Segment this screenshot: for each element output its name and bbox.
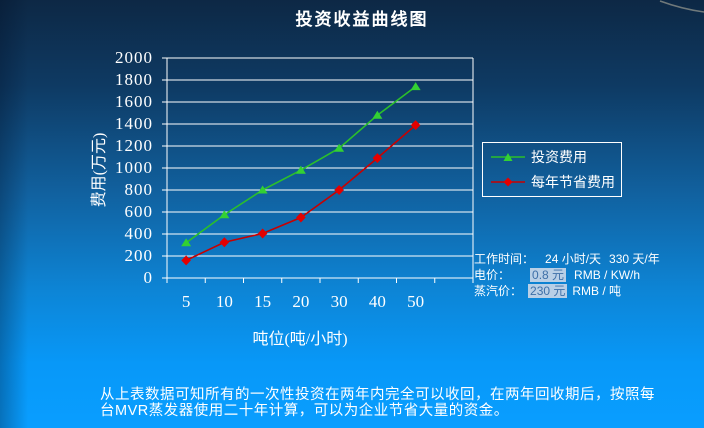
y-axis-tick-label: 200	[124, 246, 153, 265]
triangle-data-marker	[219, 210, 230, 219]
triangle-data-marker	[257, 185, 268, 194]
work-time-days: 330 天/年	[609, 252, 660, 266]
y-axis-tick-label: 1000	[115, 158, 153, 177]
x-axis-tick-label: 5	[181, 292, 191, 311]
x-axis-tick-label: 20	[292, 292, 310, 311]
info-row-electricity: 电价： 0.8 元 RMB / KW/h	[474, 267, 704, 283]
slide-title: 投资收益曲线图	[295, 10, 429, 29]
triangle-data-marker	[372, 110, 383, 119]
y-axis-tick-label: 1800	[115, 70, 153, 89]
x-axis-tick-label: 15	[254, 292, 272, 311]
triangle-data-marker	[295, 165, 306, 174]
diamond-data-marker	[219, 237, 230, 248]
legend-label: 每年节省费用	[531, 174, 615, 190]
diamond-data-marker	[372, 153, 383, 164]
legend-diamond-marker-icon	[491, 177, 525, 187]
y-axis-tick-label: 0	[143, 268, 153, 287]
info-panel: 工作时间： 24 小时/天 330 天/年 电价： 0.8 元 RMB / KW/h 蒸…	[474, 251, 704, 299]
diamond-data-marker	[334, 185, 344, 195]
steam-unit: RMB / 吨	[572, 284, 622, 298]
diamond-data-marker	[257, 228, 268, 239]
info-row-work-time: 工作时间： 24 小时/天 330 天/年	[474, 251, 704, 267]
triangle-data-marker	[181, 238, 192, 247]
x-axis-tick-label: 50	[407, 292, 425, 311]
y-axis-tick-label: 800	[124, 180, 153, 199]
electricity-price-value[interactable]: 0.8 元	[530, 268, 567, 282]
legend-label: 投资费用	[531, 149, 587, 165]
triangle-data-marker	[334, 143, 345, 152]
y-axis-tick-label: 2000	[115, 48, 153, 67]
diamond-data-marker	[296, 212, 306, 223]
legend-triangle-marker-icon	[491, 153, 525, 161]
x-axis-tick-label: 30	[330, 292, 348, 311]
y-axis-tick-label: 1200	[115, 136, 153, 155]
x-axis-tick-label: 10	[215, 292, 233, 311]
corner-arc-decoration	[659, 0, 704, 13]
diamond-data-marker	[410, 120, 421, 131]
chart-plot-svg	[162, 57, 474, 283]
y-axis-tick-label: 600	[124, 202, 153, 221]
x-axis-tick-label: 40	[368, 292, 386, 311]
y-axis-tick-label: 1600	[115, 92, 153, 111]
work-time-hours: 24 小时/天	[545, 252, 602, 266]
y-axis-title: 费用(万元)	[91, 132, 108, 208]
chart-legend[interactable]: 投资费用每年节省费用	[482, 142, 622, 197]
steam-price-value[interactable]: 230 元	[528, 284, 568, 298]
steam-price-label: 蒸汽价：	[474, 284, 523, 298]
left-edge-shade	[0, 0, 28, 428]
triangle-data-marker	[410, 82, 421, 91]
footer-paragraph: 从上表数据可知所有的一次性投资在两年内完全可以收回，在两年回收期后，按照每 台M…	[100, 387, 655, 419]
electricity-unit: RMB / KW/h	[574, 268, 641, 282]
y-axis-tick-label: 1400	[115, 114, 153, 133]
work-time-label: 工作时间：	[474, 252, 535, 266]
legend-item[interactable]: 投资费用	[491, 147, 621, 167]
x-axis-title: 吨位(吨/小时)	[252, 331, 348, 348]
electricity-label: 电价：	[474, 268, 511, 282]
info-row-steam: 蒸汽价： 230 元 RMB / 吨	[474, 283, 704, 299]
y-axis-tick-label: 400	[124, 224, 153, 243]
diamond-data-marker	[181, 255, 191, 266]
legend-item[interactable]: 每年节省费用	[491, 172, 621, 192]
